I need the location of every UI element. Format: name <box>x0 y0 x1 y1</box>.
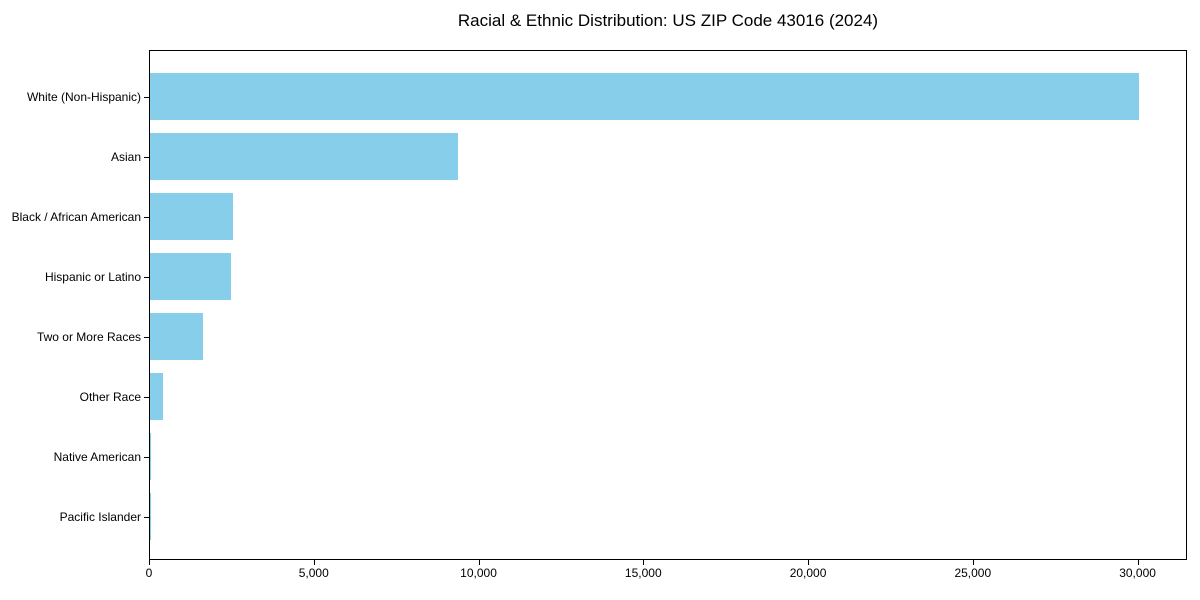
y-axis-tick <box>144 96 149 98</box>
y-axis-label: Asian <box>110 149 141 164</box>
x-axis-tick <box>1137 560 1139 565</box>
y-axis-label: Two or More Races <box>36 329 141 344</box>
x-axis-tick <box>313 560 315 565</box>
y-axis-tick <box>144 336 149 338</box>
bar-1 <box>150 133 459 180</box>
y-axis-label: Native American <box>53 449 141 464</box>
bar-4 <box>150 313 204 360</box>
bar-5 <box>150 373 164 420</box>
y-axis-label: Hispanic or Latino <box>44 269 141 284</box>
y-axis-label: Other Race <box>79 389 141 404</box>
x-axis-tick <box>478 560 480 565</box>
y-axis-tick <box>144 516 149 518</box>
x-tick-label: 20,000 <box>789 566 827 580</box>
y-axis-tick <box>144 216 149 218</box>
x-tick-label: 25,000 <box>954 566 992 580</box>
y-axis-label: Black / African American <box>11 209 141 224</box>
x-axis-tick <box>972 560 974 565</box>
x-axis-tick <box>808 560 810 565</box>
y-axis-label: White (Non-Hispanic) <box>26 89 141 104</box>
plot-area <box>149 50 1187 560</box>
y-axis-tick <box>144 456 149 458</box>
x-axis-tick <box>643 560 645 565</box>
x-tick-label: 5,000 <box>298 566 329 580</box>
bar-0 <box>150 73 1139 120</box>
y-axis-tick <box>144 156 149 158</box>
x-tick-label: 10,000 <box>460 566 497 580</box>
y-axis-tick <box>144 276 149 278</box>
bar-2 <box>150 193 234 240</box>
x-tick-label: 0 <box>145 566 153 580</box>
bar-3 <box>150 253 232 300</box>
x-axis-tick <box>149 560 150 565</box>
y-axis-label: Pacific Islander <box>59 509 141 524</box>
x-tick-label: 30,000 <box>1119 566 1156 580</box>
x-tick-label: 15,000 <box>624 566 662 580</box>
bar-6 <box>150 433 151 480</box>
y-axis-tick <box>144 396 149 398</box>
chart-title: Racial & Ethnic Distribution: US ZIP Cod… <box>457 11 879 30</box>
